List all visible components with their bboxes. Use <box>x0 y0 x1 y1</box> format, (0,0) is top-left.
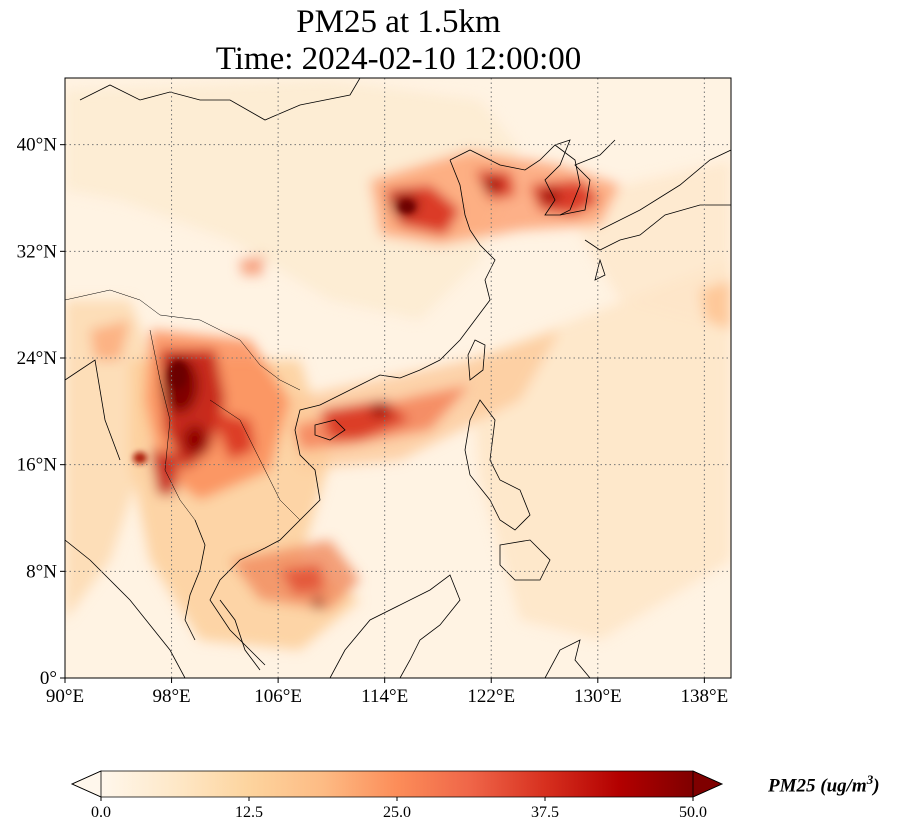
map-subtitle-time: Time: 2024-02-10 12:00:00 <box>215 41 582 77</box>
colorbar: 0.0 12.5 25.0 37.5 50.0 <box>71 770 723 821</box>
lon-tick-label: 98°E <box>152 686 190 707</box>
colorbar-tick-label: 50.0 <box>679 804 707 821</box>
lat-tick-label: 40°N <box>17 135 58 156</box>
colorbar-tick-label: 25.0 <box>383 804 411 821</box>
lon-tick-label: 114°E <box>361 686 408 707</box>
lat-tick-label: 32°N <box>17 241 58 262</box>
lon-tick-label: 90°E <box>46 686 84 707</box>
map-title: PM25 at 1.5km <box>296 4 501 40</box>
lat-tick-label: 8°N <box>26 561 57 582</box>
lon-tick-label: 122°E <box>467 686 515 707</box>
colorbar-extend-max <box>692 770 723 798</box>
tick-labels: 90°E 98°E 106°E 114°E 122°E 130°E 138°E 0° 8°N 16… <box>17 135 729 707</box>
lon-tick-label: 138°E <box>681 686 729 707</box>
lon-tick-label: 130°E <box>574 686 622 707</box>
pm25-field <box>65 78 731 678</box>
gridlines <box>65 78 731 678</box>
colorbar-tick-label: 37.5 <box>531 804 559 821</box>
lat-tick-label: 16°N <box>17 455 58 476</box>
colorbar-tick-label: 0.0 <box>91 804 111 821</box>
colorbar-label: PM25 (ug/m3) <box>768 772 880 797</box>
map-frame <box>64 77 732 679</box>
axis-ticks <box>60 144 705 683</box>
colorbar-extend-min <box>71 770 102 798</box>
lon-tick-label: 106°E <box>254 686 302 707</box>
lat-tick-label: 24°N <box>17 348 58 369</box>
coastlines <box>65 78 731 678</box>
colorbar-gradient <box>101 771 693 797</box>
lat-tick-label: 0° <box>40 668 57 689</box>
colorbar-tick-label: 12.5 <box>235 804 263 821</box>
